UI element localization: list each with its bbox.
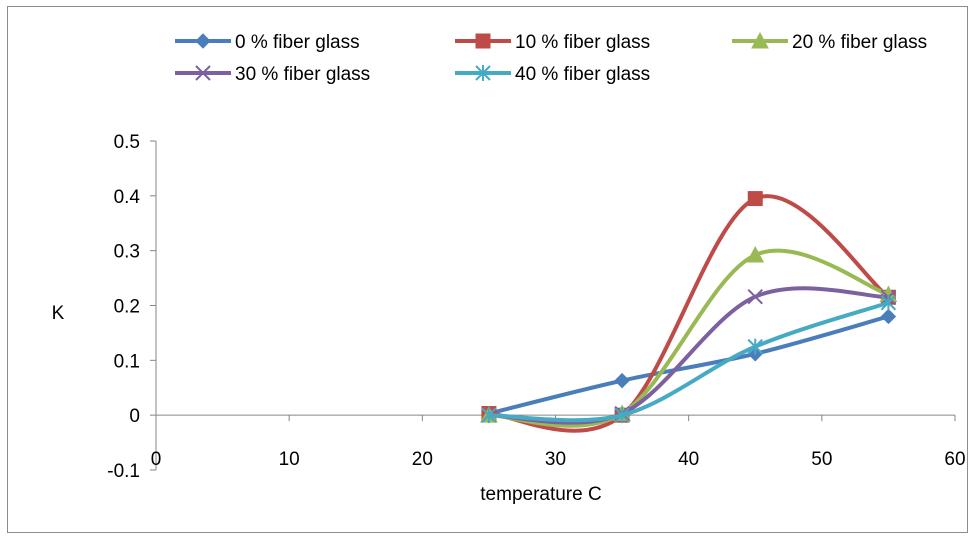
series-group [480,191,898,433]
y-tick-label: 0.1 [114,351,140,372]
data-point [747,191,763,207]
legend-label: 40 % fiber glass [515,64,650,85]
y-tick-label: -0.1 [107,461,140,482]
legend-label: 0 % fiber glass [235,32,360,53]
legend-item: 10 % fiber glass [455,32,650,53]
x-tick-label: 60 [944,449,965,470]
y-ticks: -0.1 0 0.1 0.2 0.3 0.4 0.5 [107,132,156,482]
x-tick-label: 40 [678,449,699,470]
legend-item: 30 % fiber glass [175,64,370,85]
series-line [488,314,889,416]
data-point [880,308,897,325]
series-4 [481,294,897,424]
x-tick-label: 0 [151,449,162,470]
x-axis-label: temperature C [480,484,601,505]
y-tick-label: 0.3 [114,242,140,263]
chart-frame [7,6,968,533]
data-point [747,289,763,305]
series-0 [481,308,897,422]
data-point [614,372,630,389]
series-1 [481,191,896,433]
legend-label: 10 % fiber glass [515,32,650,53]
legend-marker [751,31,769,49]
data-point [614,407,630,424]
series-3 [481,286,897,425]
legend-marker [475,65,491,81]
legend-marker [195,65,211,81]
legend-marker [475,33,491,49]
x-tick-label: 20 [412,449,433,470]
x-tick-label: 50 [811,449,832,470]
legend-item: 40 % fiber glass [455,64,650,85]
x-tick-label: 30 [545,449,566,470]
legend-item: 0 % fiber glass [175,32,360,53]
y-tick-label: 0.2 [114,297,140,318]
y-tick-label: 0.4 [114,187,141,208]
legend-marker [195,33,211,49]
series-line [488,300,890,423]
data-point [880,294,897,311]
legend-label: 30 % fiber glass [235,64,370,85]
data-point [746,245,765,263]
series-line [488,286,889,425]
x-tick-label: 10 [279,449,300,470]
y-tick-label: 0.5 [114,132,140,153]
data-point [481,407,497,424]
legend: 0 % fiber glass 10 % fiber glass 20 % fibe… [175,31,927,85]
series-line [488,194,890,433]
x-ticks: 0 10 20 30 40 50 60 [151,415,966,470]
legend-item: 20 % fiber glass [732,31,927,53]
y-axis-label: K [52,303,65,324]
y-tick-label: 0 [129,406,140,427]
series-line [488,248,890,428]
data-point [747,338,763,355]
legend-label: 20 % fiber glass [792,32,927,53]
